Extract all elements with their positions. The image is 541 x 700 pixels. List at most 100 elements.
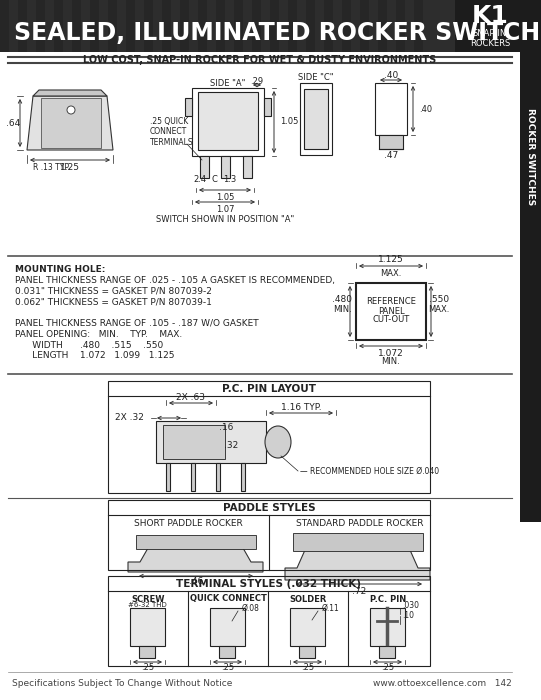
Text: 2.4: 2.4 [194, 176, 207, 185]
Bar [108, 381, 430, 493]
Bar [234, 0, 243, 52]
Text: SWITCH SHOWN IN POSITION "A": SWITCH SHOWN IN POSITION "A" [156, 214, 294, 223]
Text: 2X .32: 2X .32 [115, 414, 144, 423]
Bar [342, 0, 351, 52]
Text: QUICK CONNECT: QUICK CONNECT [189, 594, 266, 603]
Text: TERMINAL STYLES (.032 THICK): TERMINAL STYLES (.032 THICK) [176, 579, 361, 589]
Bar [324, 0, 333, 52]
Text: K1: K1 [472, 4, 509, 28]
Text: SNAP-IN: SNAP-IN [473, 29, 507, 38]
Text: PANEL THICKNESS RANGE OF .105 - .187 W/O GASKET: PANEL THICKNESS RANGE OF .105 - .187 W/O… [15, 319, 259, 328]
Bar [156, 421, 266, 463]
Bar [191, 463, 195, 491]
Bar [221, 156, 230, 178]
Bar [198, 92, 258, 150]
Text: C: C [211, 176, 217, 185]
Text: LOW COST, SNAP-IN ROCKER FOR WET & DUSTY ENVIRONMENTS: LOW COST, SNAP-IN ROCKER FOR WET & DUSTY… [83, 55, 437, 65]
Text: .29: .29 [250, 76, 263, 85]
Text: PANEL OPENING:   MIN.    TYP.    MAX.: PANEL OPENING: MIN. TYP. MAX. [15, 330, 182, 339]
Bar [360, 0, 369, 52]
Polygon shape [128, 548, 263, 572]
Bar [356, 283, 426, 340]
Text: P.C. PIN: P.C. PIN [370, 594, 406, 603]
Bar [0, 0, 541, 52]
Polygon shape [285, 550, 430, 580]
Bar [126, 0, 135, 52]
Text: .16: .16 [219, 424, 233, 433]
Bar [108, 500, 430, 570]
Bar [108, 576, 430, 666]
Bar [0, 0, 9, 52]
Text: STANDARD PADDLE ROCKER: STANDARD PADDLE ROCKER [296, 519, 424, 528]
Text: R .13 TYP.: R .13 TYP. [33, 164, 70, 172]
Bar [163, 425, 225, 459]
Bar [18, 0, 27, 52]
Bar [241, 463, 245, 491]
Text: 1.16 TYP.: 1.16 TYP. [281, 403, 321, 412]
Bar [396, 0, 405, 52]
Bar [520, 52, 541, 262]
Text: ROCKER SWITCHES: ROCKER SWITCHES [525, 108, 535, 206]
Bar [144, 0, 153, 52]
Bar [36, 0, 45, 52]
Text: SIDE "A": SIDE "A" [210, 80, 246, 88]
Bar [379, 135, 403, 149]
Text: MAX.: MAX. [428, 304, 450, 314]
Polygon shape [41, 98, 101, 148]
Bar [243, 156, 252, 178]
Bar [139, 646, 155, 658]
Text: Ø.08: Ø.08 [242, 603, 260, 612]
Circle shape [301, 620, 313, 632]
Bar [180, 0, 189, 52]
Text: .40: .40 [419, 104, 432, 113]
Text: MAX.: MAX. [380, 269, 401, 277]
Text: .72: .72 [352, 587, 366, 596]
Bar [270, 0, 279, 52]
Text: .25: .25 [381, 664, 394, 673]
Text: 0.062" THICKNESS = GASKET P/N 807039-1: 0.062" THICKNESS = GASKET P/N 807039-1 [15, 298, 212, 307]
Bar [375, 83, 407, 135]
Text: .64: .64 [6, 118, 20, 127]
Bar [379, 646, 395, 658]
Text: www.ottoexcellence.com   142: www.ottoexcellence.com 142 [373, 678, 512, 687]
Text: SHORT PADDLE ROCKER: SHORT PADDLE ROCKER [134, 519, 242, 528]
Text: .550: .550 [429, 295, 449, 304]
Bar [306, 0, 315, 52]
Bar [198, 0, 207, 52]
Bar [72, 0, 81, 52]
Text: 1.25: 1.25 [60, 162, 80, 172]
Text: .10: .10 [402, 612, 414, 620]
Text: WIDTH      .480    .515    .550: WIDTH .480 .515 .550 [15, 341, 163, 349]
Bar [90, 0, 99, 52]
Text: — RECOMMENDED HOLE SIZE Ø.040: — RECOMMENDED HOLE SIZE Ø.040 [300, 466, 439, 475]
Text: MIN.: MIN. [333, 304, 351, 314]
Text: SOLDER: SOLDER [289, 594, 327, 603]
Circle shape [67, 106, 75, 114]
Text: PANEL: PANEL [378, 307, 404, 316]
Bar [252, 0, 261, 52]
Bar [216, 0, 225, 52]
Text: .46: .46 [189, 578, 203, 587]
Bar [520, 262, 541, 522]
Bar [185, 98, 192, 116]
Text: SIDE "C": SIDE "C" [298, 74, 334, 83]
Text: REFERENCE: REFERENCE [366, 298, 416, 307]
Text: CUT-OUT: CUT-OUT [372, 316, 410, 325]
Bar [264, 98, 271, 116]
Text: Ø.11: Ø.11 [322, 603, 340, 612]
Text: PANEL THICKNESS RANGE OF .025 - .105 A GASKET IS RECOMMENDED,: PANEL THICKNESS RANGE OF .025 - .105 A G… [15, 276, 335, 285]
Text: 0.031" THICKNESS = GASKET P/N 807039-2: 0.031" THICKNESS = GASKET P/N 807039-2 [15, 286, 212, 295]
Bar [304, 89, 328, 149]
Ellipse shape [265, 426, 291, 458]
Text: #6-32 THD: #6-32 THD [128, 602, 167, 608]
Bar [290, 608, 325, 646]
Bar [108, 0, 117, 52]
Bar [414, 0, 423, 52]
Bar [300, 83, 332, 155]
Text: 1.05: 1.05 [280, 118, 299, 127]
Bar [136, 535, 256, 549]
Text: Specifications Subject To Change Without Notice: Specifications Subject To Change Without… [12, 678, 233, 687]
Bar [216, 463, 220, 491]
Text: MIN.: MIN. [381, 358, 400, 367]
Text: .25: .25 [221, 664, 235, 673]
